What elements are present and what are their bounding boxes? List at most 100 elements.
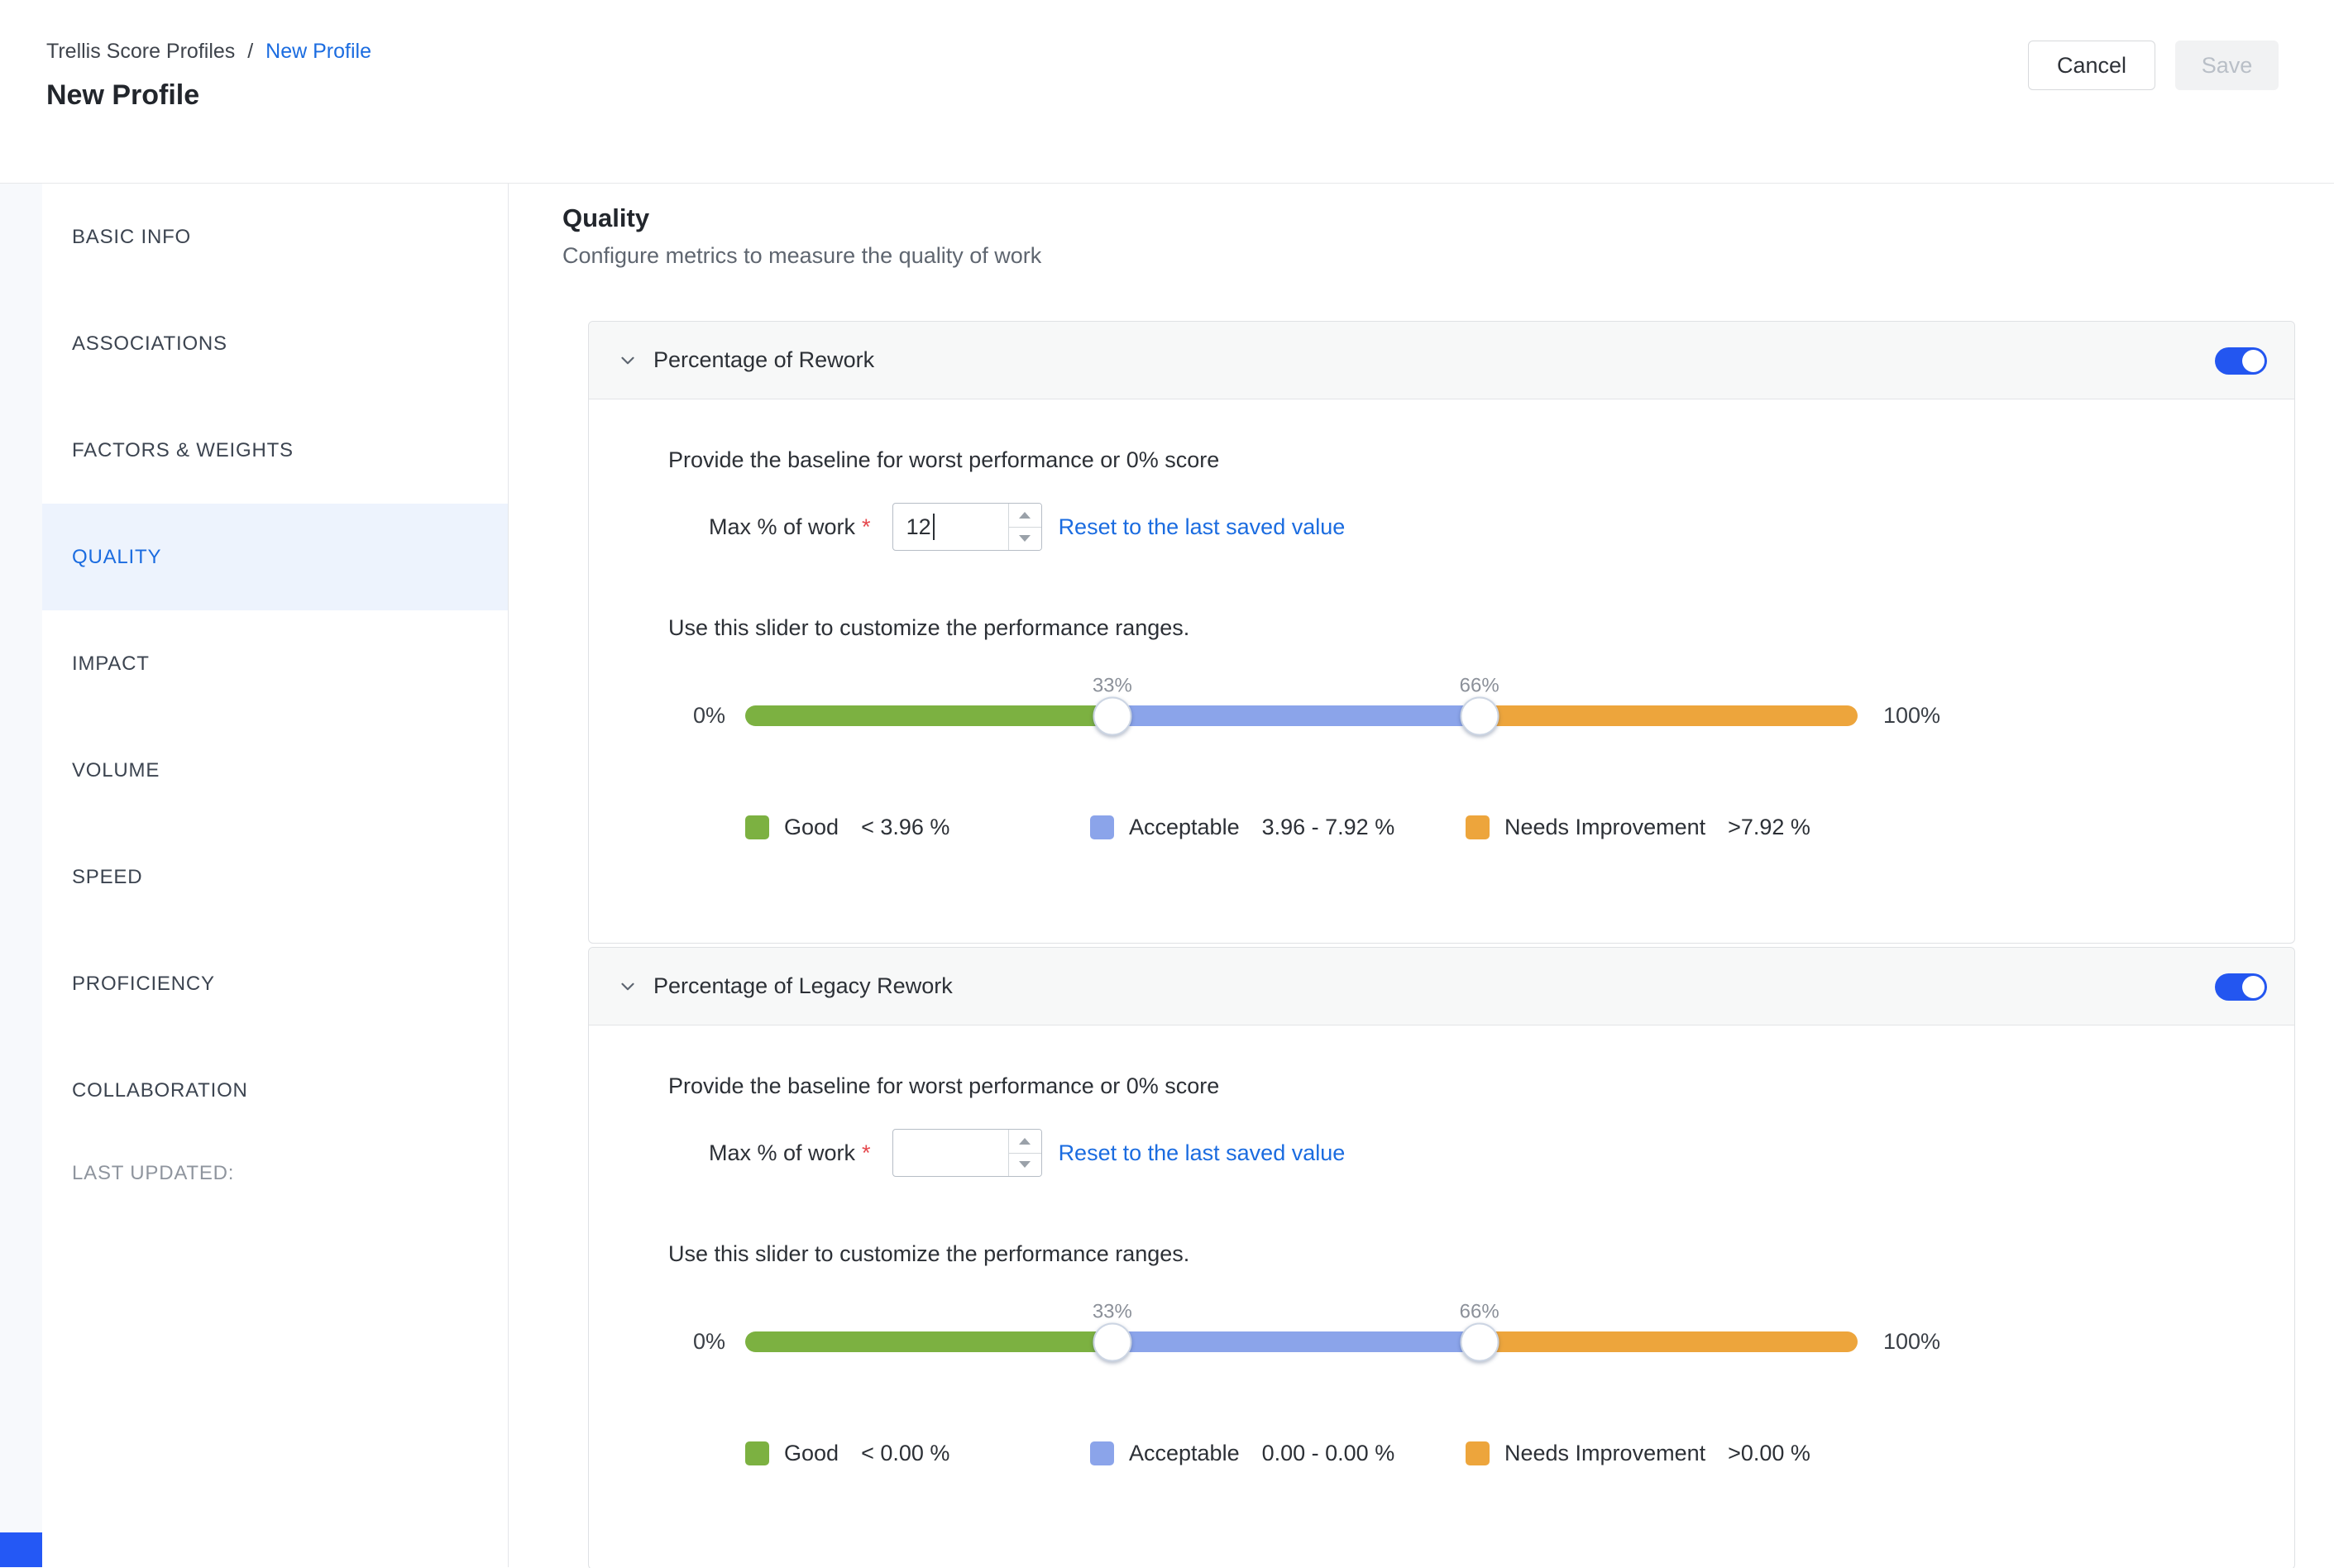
sidebar-item-basic-info[interactable]: BASIC INFO: [72, 225, 192, 248]
baseline-instruction: Provide the baseline for worst performan…: [668, 447, 1220, 472]
page-header: Trellis Score Profiles / New Profile New…: [0, 0, 2334, 184]
section-title: Quality: [562, 203, 650, 232]
slider-handle-1[interactable]: 33%: [1093, 1300, 1132, 1361]
required-asterisk: *: [862, 514, 871, 539]
sidebar-item-factors-weights[interactable]: FACTORS & WEIGHTS: [72, 438, 294, 461]
stepper-up-button[interactable]: [1009, 504, 1041, 527]
breadcrumb-separator: /: [247, 40, 254, 63]
slider-handle-1[interactable]: 33%: [1093, 674, 1132, 735]
acceptable-swatch-icon: [1090, 1441, 1114, 1465]
sidebar-item-collaboration[interactable]: COLLABORATION: [72, 1078, 248, 1102]
legend-acceptable-value: 3.96 - 7.92 %: [1261, 815, 1395, 839]
legend-item-good: Good < 0.00 %: [745, 1441, 1090, 1466]
slider-min-label: 0%: [692, 1329, 725, 1354]
slider-handle-1-label: 33%: [1092, 1300, 1132, 1322]
max-percent-input-value[interactable]: [893, 1130, 1008, 1176]
legend-needs-label: Needs Improvement: [1504, 1441, 1706, 1465]
text-cursor: [932, 514, 935, 540]
reset-link[interactable]: Reset to the last saved value: [1058, 1140, 1346, 1165]
chevron-down-icon: [621, 356, 634, 364]
range-legend: Good < 0.00 % Acceptable 0.00 - 0.00 % N…: [745, 1441, 2246, 1466]
rail-scroll-indicator[interactable]: [0, 1532, 42, 1567]
caret-down-icon: [1019, 535, 1031, 543]
breadcrumb-root[interactable]: Trellis Score Profiles: [46, 40, 236, 63]
legend-item-needs-improvement: Needs Improvement >7.92 %: [1466, 815, 1810, 840]
stepper-down-button[interactable]: [1008, 526, 1041, 551]
needs-improvement-swatch-icon: [1466, 1441, 1490, 1465]
max-percent-field-row: Max % of work * 12 Reset to the last sav…: [668, 503, 2246, 551]
slider-instruction: Use this slider to customize the perform…: [668, 615, 1190, 640]
sidebar-item-associations[interactable]: ASSOCIATIONS: [72, 332, 227, 355]
metric-card-legacy-body: Provide the baseline for worst performan…: [589, 1025, 2294, 1568]
performance-slider-row: 0% 33% 66% 100%: [668, 1300, 2246, 1361]
metric-card-legacy-title: Percentage of Legacy Rework: [653, 973, 953, 998]
good-swatch-icon: [745, 815, 769, 839]
legend-acceptable-label: Acceptable: [1129, 815, 1240, 839]
metric-card-rework-header[interactable]: Percentage of Rework: [589, 322, 2294, 399]
baseline-instruction: Provide the baseline for worst performan…: [668, 1073, 1220, 1098]
slider-handle-2[interactable]: 66%: [1460, 674, 1499, 735]
stepper-up-button[interactable]: [1009, 1130, 1041, 1153]
slider-instruction: Use this slider to customize the perform…: [668, 1241, 1190, 1266]
caret-up-icon: [1019, 511, 1031, 519]
legend-good-value: < 3.96 %: [861, 815, 950, 839]
metric-card-rework-title: Percentage of Rework: [653, 347, 875, 372]
sidebar-item-volume[interactable]: VOLUME: [72, 758, 160, 782]
legend-item-acceptable: Acceptable 3.96 - 7.92 %: [1090, 815, 1466, 840]
range-legend: Good < 3.96 % Acceptable 3.96 - 7.92 % N…: [745, 815, 2246, 840]
max-percent-input[interactable]: 12: [892, 503, 1042, 551]
slider-handle-2-label: 66%: [1459, 1300, 1499, 1322]
page-title: New Profile: [46, 79, 200, 111]
legend-acceptable-label: Acceptable: [1129, 1441, 1240, 1465]
slider-max-label: 100%: [1883, 703, 1941, 728]
toggle-knob: [2242, 350, 2265, 372]
section-subtitle: Configure metrics to measure the quality…: [562, 243, 1042, 268]
left-rail: [0, 184, 42, 1567]
max-percent-field-row: Max % of work * Reset to the last saved …: [668, 1129, 2246, 1177]
legend-item-needs-improvement: Needs Improvement >0.00 %: [1466, 1441, 1810, 1466]
chevron-down-icon: [621, 982, 634, 990]
cancel-button[interactable]: Cancel: [2028, 41, 2155, 90]
sidebar-item-speed[interactable]: SPEED: [72, 865, 143, 888]
max-percent-input-value[interactable]: 12: [893, 504, 1008, 550]
sidebar-item-impact[interactable]: IMPACT: [72, 652, 150, 675]
metric-card-legacy-rework: Percentage of Legacy Rework Provide the …: [588, 947, 2295, 1568]
performance-slider-track[interactable]: 33% 66%: [745, 1300, 1858, 1361]
number-stepper: [1007, 504, 1041, 551]
legend-needs-value: >7.92 %: [1728, 815, 1810, 839]
acceptable-swatch-icon: [1090, 815, 1114, 839]
legend-item-good: Good < 3.96 %: [745, 815, 1090, 840]
slider-max-label: 100%: [1883, 1329, 1941, 1354]
legend-good-label: Good: [784, 1441, 839, 1465]
breadcrumb: Trellis Score Profiles / New Profile: [46, 40, 371, 64]
reset-link[interactable]: Reset to the last saved value: [1058, 514, 1346, 539]
legend-good-label: Good: [784, 815, 839, 839]
required-asterisk: *: [862, 1140, 871, 1165]
max-percent-label: Max % of work: [709, 514, 856, 539]
legend-needs-label: Needs Improvement: [1504, 815, 1706, 839]
metric-card-rework-body: Provide the baseline for worst performan…: [589, 399, 2294, 943]
sidebar: BASIC INFO ASSOCIATIONS FACTORS & WEIGHT…: [42, 184, 509, 1567]
max-percent-input[interactable]: [892, 1129, 1042, 1177]
stepper-down-button[interactable]: [1008, 1152, 1041, 1177]
number-stepper: [1007, 1130, 1041, 1177]
metric-rework-toggle[interactable]: [2215, 347, 2267, 375]
metric-card-legacy-header[interactable]: Percentage of Legacy Rework: [589, 948, 2294, 1025]
metric-legacy-toggle[interactable]: [2215, 973, 2267, 1001]
metric-card-rework: Percentage of Rework Provide the baselin…: [588, 321, 2295, 944]
performance-slider-row: 0% 33% 66% 100%: [668, 674, 2246, 735]
toggle-knob: [2242, 976, 2265, 998]
slider-min-label: 0%: [692, 703, 725, 728]
good-swatch-icon: [745, 1441, 769, 1465]
breadcrumb-current[interactable]: New Profile: [265, 40, 371, 63]
main-panel: Quality Configure metrics to measure the…: [509, 184, 2334, 1568]
content-area: BASIC INFO ASSOCIATIONS FACTORS & WEIGHT…: [0, 184, 2334, 1568]
save-button[interactable]: Save: [2175, 41, 2279, 90]
sidebar-item-proficiency[interactable]: PROFICIENCY: [72, 972, 215, 995]
legend-good-value: < 0.00 %: [861, 1441, 950, 1465]
slider-handle-2[interactable]: 66%: [1460, 1300, 1499, 1361]
caret-down-icon: [1019, 1161, 1031, 1169]
performance-slider-track[interactable]: 33% 66%: [745, 674, 1858, 735]
legend-acceptable-value: 0.00 - 0.00 %: [1261, 1441, 1395, 1465]
sidebar-item-quality[interactable]: QUALITY: [42, 504, 508, 610]
